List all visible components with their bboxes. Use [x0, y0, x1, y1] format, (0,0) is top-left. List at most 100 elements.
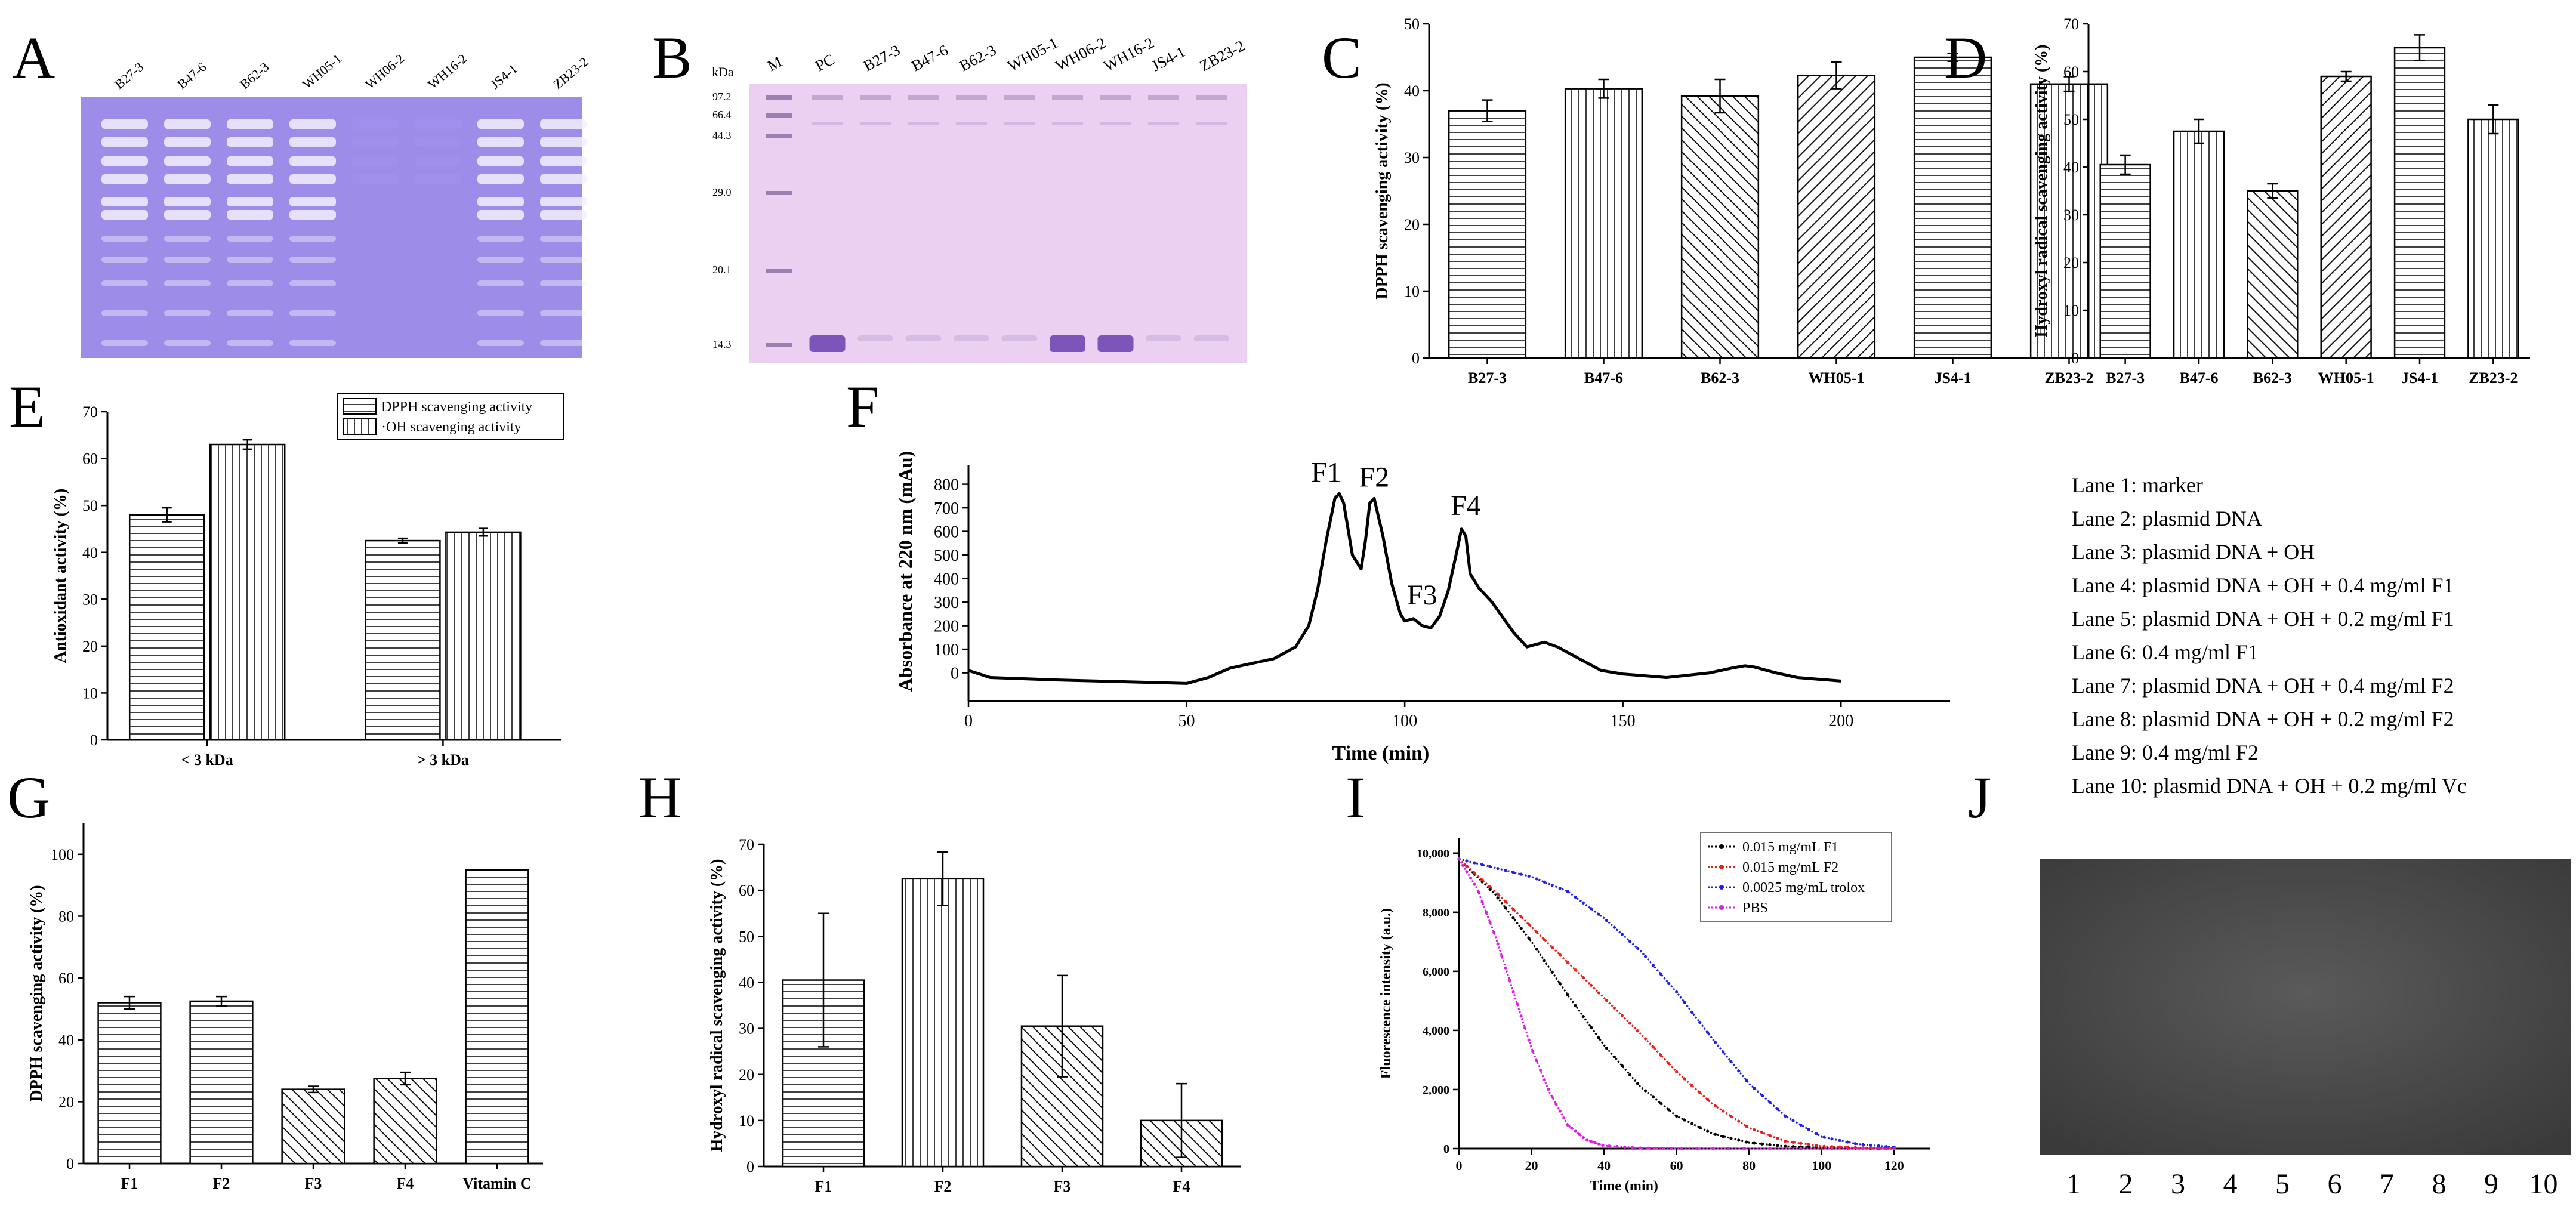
x-axis-label: Time (min) — [1590, 1178, 1658, 1194]
series-point — [1601, 1143, 1605, 1147]
gel-b-band — [1001, 335, 1038, 341]
y-tick-label: 600 — [934, 523, 959, 542]
series-point — [1612, 1055, 1616, 1059]
x-tick-label: B62-3 — [1701, 369, 1739, 387]
panel-f-chart: F 0 100 200 300 400 500 600 700 800 0 50 100 150 200 Ab… — [846, 374, 1950, 764]
series-point — [1504, 966, 1507, 970]
gel-a-band — [352, 119, 399, 129]
series-point — [1519, 915, 1523, 919]
series-point — [1784, 1140, 1787, 1143]
gel-a-band — [164, 280, 211, 286]
series-point — [1695, 1147, 1699, 1150]
gel-a-band — [227, 197, 273, 206]
gel-b-marker-band — [766, 191, 792, 195]
series-point — [1535, 1059, 1538, 1063]
series-point — [1465, 859, 1469, 863]
series-point — [1830, 1137, 1834, 1141]
y-tick-label: 2,000 — [1423, 1084, 1449, 1097]
bar — [2029, 83, 2109, 359]
series-point — [1667, 1061, 1671, 1066]
gel-b-band — [1146, 335, 1181, 341]
y-axis-label: Antioxidant activity (%) — [51, 489, 70, 663]
gel-a-lane-label: WH16-2 — [425, 51, 470, 92]
gel-a-band — [415, 137, 461, 147]
x-tick-label: 100 — [1392, 712, 1417, 730]
series-point — [1675, 990, 1679, 994]
peak-label: F2 — [1359, 462, 1390, 493]
peak-label: F3 — [1407, 579, 1437, 611]
series-point — [1815, 1132, 1818, 1135]
gel-a-band — [227, 174, 273, 184]
series-point — [1550, 883, 1554, 887]
panel-a-letter: A — [12, 24, 55, 91]
series-point — [1698, 1126, 1702, 1129]
gel-b-lane-label: B47-6 — [909, 41, 951, 75]
gel-a-band — [289, 174, 336, 184]
lane-description: Lane 8: plasmid DNA + OH + 0.2 mg/ml F2 — [2072, 707, 2454, 731]
panel-letter: G — [7, 764, 50, 831]
series-point — [1465, 864, 1469, 868]
y-tick-label: 50 — [2063, 111, 2079, 128]
bar — [1448, 110, 1527, 359]
bar — [209, 443, 286, 741]
panel-letter: F — [846, 374, 880, 440]
peak-label: F1 — [1311, 457, 1341, 489]
x-tick-label: ZB23-2 — [2044, 369, 2093, 387]
y-tick-label: 20 — [2063, 254, 2079, 271]
panel-j-letter: J — [1968, 764, 1991, 831]
gel-a-band — [227, 257, 273, 263]
series-point — [1838, 1138, 1841, 1142]
series-point — [1558, 953, 1562, 956]
gel-a-band — [164, 156, 211, 166]
gel-j-lane-number: 7 — [2380, 1168, 2394, 1200]
series-point — [1651, 1045, 1655, 1049]
lane-description: Lane 7: plasmid DNA + OH + 0.4 mg/ml F2 — [2072, 674, 2454, 698]
gel-a-background — [81, 97, 582, 358]
gel-a-band — [477, 197, 524, 206]
panel-i-chart: I 0 2,000 4,000 6,000 8,000 10,000 Fluorescence… — [1346, 764, 1930, 1194]
gel-a-band — [477, 174, 524, 184]
x-axis-label: Time (min) — [1332, 742, 1430, 764]
series-point — [1760, 1093, 1764, 1097]
y-tick-label: 80 — [58, 908, 74, 925]
gel-a-band — [540, 119, 587, 129]
series-point — [1523, 1026, 1527, 1030]
gel-b-band — [905, 335, 942, 341]
x-tick-label: 50 — [1179, 712, 1195, 730]
x-tick-label: 0 — [1456, 1158, 1463, 1173]
y-tick-label: 500 — [934, 547, 959, 565]
x-tick-label: F3 — [1054, 1178, 1071, 1195]
panel-e-chart: E 0 10 20 30 40 50 60 70 Antioxidant activity (%)… — [9, 374, 564, 769]
gel-b-band — [1097, 335, 1134, 352]
gel-b-lanes — [766, 95, 1230, 352]
series-point — [1469, 876, 1473, 880]
bar — [97, 1002, 162, 1165]
legend-swatch — [343, 418, 377, 435]
gel-a-band — [289, 236, 336, 242]
gel-a-band — [477, 236, 524, 242]
y-tick-label: 0 — [746, 1158, 754, 1175]
gel-a-band — [227, 340, 273, 346]
gel-a-lane-label: B47-6 — [174, 59, 209, 92]
series-point — [1698, 1020, 1702, 1024]
gel-b-marker-band — [766, 343, 792, 347]
gel-b-band — [908, 95, 939, 100]
series-point — [1605, 999, 1609, 1002]
x-tick-label: WH05-1 — [1809, 369, 1865, 387]
series-point — [1612, 1006, 1616, 1010]
series-point — [1542, 938, 1546, 942]
gel-b-lane-label: M — [764, 53, 785, 75]
lane-description: Lane 9: 0.4 mg/ml F2 — [2072, 740, 2259, 764]
series-point — [1722, 1134, 1725, 1138]
series-point — [1511, 871, 1515, 874]
bar — [1913, 56, 1992, 359]
gel-a-band — [477, 210, 524, 220]
legend-marker — [1719, 905, 1724, 910]
series-point — [1496, 896, 1500, 900]
series-point — [1753, 1128, 1756, 1132]
x-tick-label: 0 — [964, 712, 973, 730]
series-point — [1791, 1144, 1795, 1149]
y-tick-label: 0 — [2071, 350, 2079, 367]
gel-a-band — [540, 280, 587, 286]
gel-a-band — [164, 310, 211, 316]
